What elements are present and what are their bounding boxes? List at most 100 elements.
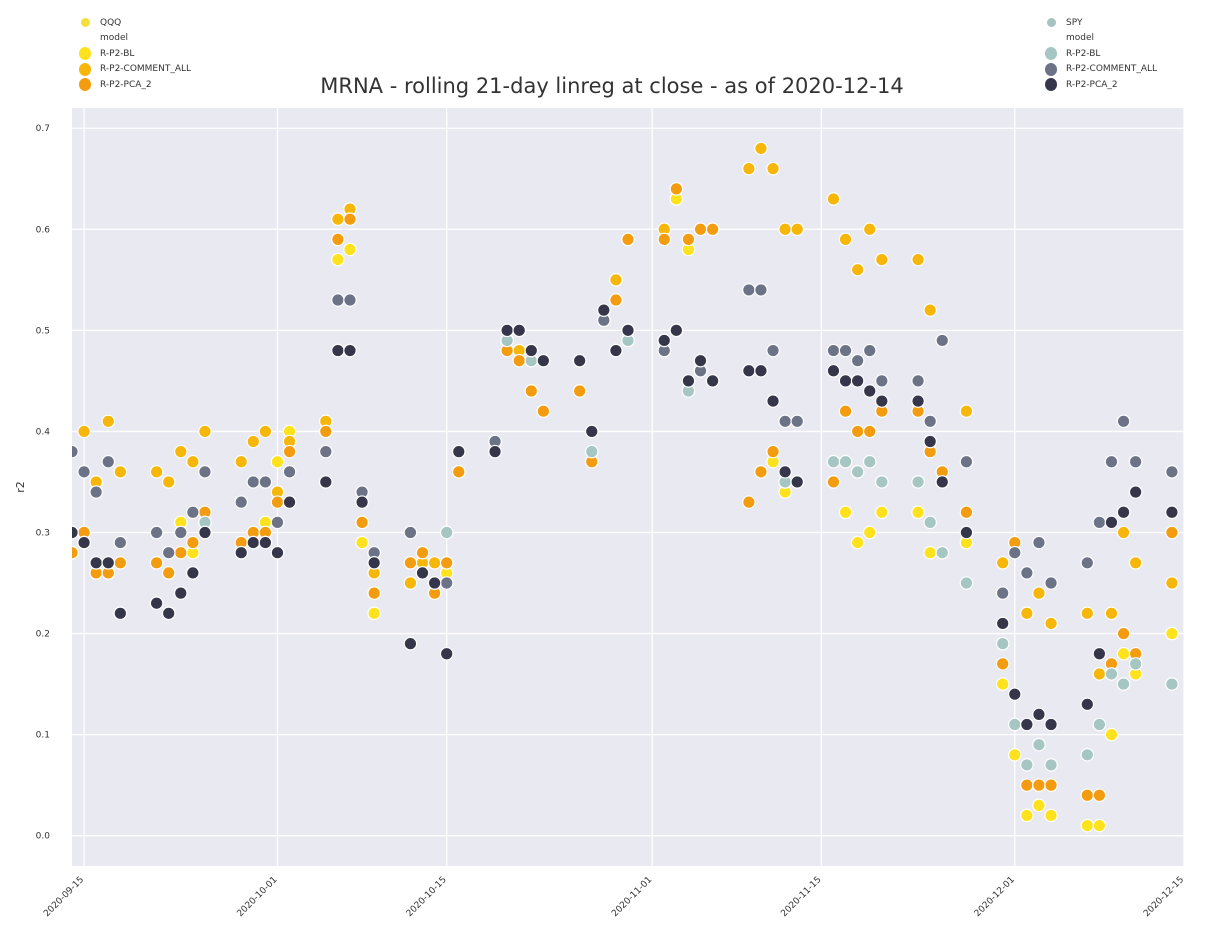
x-tick-label: 2020-12-15 (1142, 875, 1186, 919)
data-point-qqq-r-p2-comment_all (246, 434, 261, 449)
data-point-spy-r-p2-comment_all (439, 576, 454, 590)
data-point-spy-r-p2-pca_2 (1104, 515, 1119, 530)
data-point-qqq-r-p2-pca_2 (995, 657, 1010, 671)
y-tick-label: 0.6 (36, 225, 51, 235)
data-point-qqq-r-p2-comment_all (186, 454, 200, 469)
legend-entry-label: R-P2-BL (1066, 48, 1101, 59)
data-point-spy-r-p2-pca_2 (875, 394, 889, 408)
data-point-qqq-r-p2-comment_all (173, 444, 188, 459)
legend-spy: SPY model R-P2-BL R-P2-COMMENT_ALL R-P2-… (1045, 15, 1157, 93)
data-point-spy-r-p2-bl (850, 465, 865, 479)
data-point-spy-r-p2-comment_all (742, 283, 756, 297)
data-point-spy-r-p2-bl (1165, 677, 1179, 691)
data-point-spy-r-p2-comment_all (995, 586, 1010, 600)
data-point-qqq-r-p2-comment_all (766, 161, 780, 176)
data-point-spy-r-p2-pca_2 (234, 545, 249, 560)
data-point-qqq-r-p2-pca_2 (826, 475, 841, 489)
data-point-qqq-r-p2-bl (1092, 818, 1107, 833)
data-point-qqq-r-p2-pca_2 (1092, 788, 1107, 803)
data-point-qqq-r-p2-pca_2 (850, 424, 865, 439)
data-point-spy-r-p2-bl (1020, 758, 1034, 772)
data-point-spy-r-p2-comment_all (826, 343, 841, 358)
legend-marker (1045, 62, 1057, 76)
data-point-qqq-r-p2-bl (838, 505, 853, 520)
data-point-qqq-r-p2-bl (923, 545, 937, 560)
data-point-spy-r-p2-comment_all (1128, 454, 1143, 469)
data-point-qqq-r-p2-comment_all (331, 212, 345, 226)
data-point-qqq-r-p2-pca_2 (693, 222, 708, 237)
data-point-qqq-r-p2-comment_all (403, 576, 418, 590)
data-point-spy-r-p2-comment_all (319, 444, 333, 459)
data-point-spy-r-p2-comment_all (754, 283, 768, 297)
data-point-qqq-r-p2-comment_all (995, 555, 1010, 570)
data-point-spy-r-p2-pca_2 (584, 424, 599, 439)
data-point-spy-r-p2-pca_2 (355, 495, 369, 509)
data-point-spy-r-p2-bl (862, 454, 877, 469)
data-point-qqq-r-p2-bl (1044, 808, 1058, 823)
data-point-qqq-r-p2-pca_2 (1165, 525, 1179, 540)
data-point-qqq-r-p2-pca_2 (439, 555, 454, 570)
data-point-qqq-r-p2-comment_all (1080, 606, 1095, 621)
data-point-spy-r-p2-comment_all (72, 444, 79, 459)
data-point-spy-r-p2-pca_2 (113, 606, 128, 621)
legend-entry-label: R-P2-PCA_2 (1066, 79, 1118, 90)
data-point-spy-r-p2-pca_2 (1116, 505, 1131, 520)
data-point-qqq-r-p2-comment_all (1116, 525, 1131, 540)
data-point-spy-r-p2-pca_2 (609, 343, 623, 358)
data-point-spy-r-p2-comment_all (778, 414, 792, 429)
data-point-qqq-r-p2-comment_all (609, 273, 623, 287)
data-point-spy-r-p2-pca_2 (681, 374, 696, 388)
data-point-qqq-r-p2-pca_2 (355, 515, 369, 530)
data-point-qqq-r-p2-bl (862, 525, 877, 540)
data-point-qqq-r-p2-bl (331, 252, 345, 267)
data-point-qqq-r-p2-comment_all (427, 555, 442, 570)
data-point-spy-r-p2-comment_all (186, 505, 200, 520)
data-point-spy-r-p2-pca_2 (427, 576, 442, 590)
x-tick-label: 2020-11-15 (779, 875, 823, 919)
y-tick-label: 0.7 (36, 124, 50, 134)
data-point-spy-r-p2-comment_all (77, 465, 91, 479)
data-point-spy-r-p2-pca_2 (1080, 697, 1095, 712)
data-point-qqq-r-p2-comment_all (875, 252, 889, 267)
data-point-spy-r-p2-pca_2 (343, 343, 357, 358)
data-point-spy-r-p2-pca_2 (790, 475, 805, 489)
data-point-qqq-r-p2-pca_2 (161, 566, 176, 580)
data-point-spy-r-p2-bl (1116, 677, 1131, 691)
data-point-qqq-r-p2-comment_all (754, 141, 768, 156)
data-point-spy-r-p2-bl (826, 454, 841, 469)
data-point-spy-r-p2-comment_all (403, 525, 418, 540)
data-point-qqq-r-p2-bl (1165, 626, 1179, 641)
data-point-spy-r-p2-pca_2 (1092, 646, 1107, 661)
data-point-spy-r-p2-comment_all (1020, 566, 1034, 580)
data-point-qqq-r-p2-comment_all (1032, 586, 1046, 600)
data-point-qqq-r-p2-comment_all (923, 303, 937, 317)
data-point-spy-r-p2-bl (959, 576, 974, 590)
data-point-qqq-r-p2-bl (355, 535, 369, 550)
x-tick-label: 2020-11-01 (610, 875, 654, 919)
data-point-spy-r-p2-pca_2 (995, 616, 1010, 631)
data-point-qqq-r-p2-comment_all (1044, 616, 1058, 631)
data-point-qqq-r-p2-pca_2 (367, 586, 381, 600)
data-point-qqq-r-p2-comment_all (742, 161, 756, 176)
data-point-spy-r-p2-pca_2 (754, 363, 768, 378)
data-point-qqq-r-p2-pca_2 (536, 404, 551, 418)
data-point-spy-r-p2-pca_2 (186, 566, 200, 580)
data-point-qqq-r-p2-pca_2 (173, 545, 188, 560)
data-point-spy-r-p2-pca_2 (778, 465, 792, 479)
data-point-qqq-r-p2-bl (995, 677, 1010, 691)
data-point-spy-r-p2-pca_2 (1165, 505, 1179, 520)
legend-group-title: QQQ (100, 17, 122, 28)
legend-subtitle: model (1066, 33, 1095, 44)
legend-group-marker (80, 18, 90, 28)
data-point-qqq-r-p2-comment_all (1165, 576, 1179, 590)
data-point-spy-r-p2-comment_all (101, 454, 116, 469)
data-point-spy-r-p2-pca_2 (923, 434, 937, 449)
data-points (72, 141, 1179, 833)
data-point-spy-r-p2-pca_2 (331, 343, 345, 358)
data-point-spy-r-p2-pca_2 (959, 525, 974, 540)
data-point-spy-r-p2-comment_all (258, 475, 273, 489)
data-point-qqq-r-p2-pca_2 (1116, 626, 1131, 641)
data-point-qqq-r-p2-pca_2 (1032, 778, 1046, 792)
data-point-qqq-r-p2-pca_2 (270, 495, 285, 509)
data-point-qqq-r-p2-comment_all (959, 404, 974, 418)
